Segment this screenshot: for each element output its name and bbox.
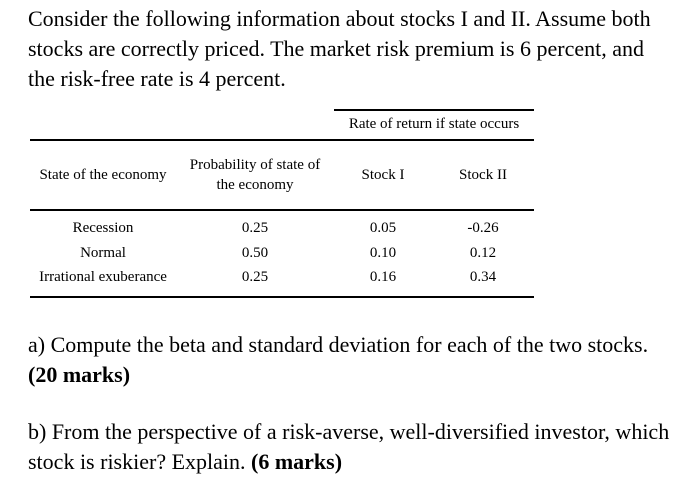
col-header-probability: Probability of state of the economy (176, 138, 334, 211)
cell-stock2: 0.34 (432, 265, 534, 298)
question-b-marks: (6 marks) (251, 448, 343, 474)
cell-stock1: 0.10 (369, 244, 397, 261)
intro-paragraph: Consider the following information about… (28, 6, 651, 91)
stocks-table: Rate of return if state occurs State of … (30, 109, 534, 298)
col-header-stock2: Stock II (432, 138, 534, 211)
cell-probability: 0.25 (176, 265, 334, 298)
question-b-text: b) From the perspective of a risk-averse… (28, 418, 670, 474)
cell-stock1: 0.16 (334, 265, 432, 298)
cell-state: Recession (72, 220, 134, 236)
table-header-row: State of the economy Probability of stat… (30, 138, 534, 211)
cell-stock1: 0.05 (369, 220, 397, 236)
table-row-irrational-exuberance: Irrational exuberance 0.25 0.16 0.34 (30, 265, 534, 298)
empty-cell (30, 110, 334, 140)
table-row-normal: Normal 0.50 0.10 0.12 (30, 241, 534, 266)
question-a: a) Compute the beta and standard deviati… (28, 330, 670, 390)
question-a-text: a) Compute the beta and standard deviati… (28, 331, 649, 357)
cell-state: Irrational exuberance (30, 265, 176, 298)
table-row-recession: Recession 0.25 0.05 -0.26 (30, 210, 534, 241)
col-header-state: State of the economy (30, 138, 176, 211)
rate-of-return-span-header: Rate of return if state occurs (334, 109, 534, 140)
cell-probability: 0.25 (241, 220, 269, 236)
col-header-stock1: Stock I (334, 138, 432, 211)
table-span-header-row: Rate of return if state occurs (30, 109, 534, 140)
cell-stock2: 0.12 (469, 244, 497, 261)
cell-state: Normal (80, 244, 126, 261)
question-a-marks: (20 marks) (28, 361, 131, 387)
question-b: b) From the perspective of a risk-averse… (28, 417, 670, 477)
cell-probability: 0.50 (241, 244, 269, 261)
cell-stock2: -0.26 (467, 220, 499, 236)
